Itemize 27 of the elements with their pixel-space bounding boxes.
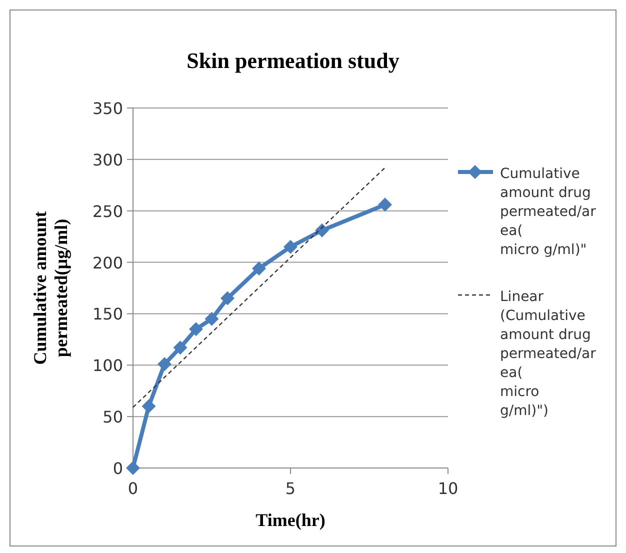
y-tick-label: 100	[92, 356, 123, 376]
y-tick-label: 350	[92, 99, 123, 118]
x-tick-label: 5	[285, 479, 296, 498]
legend-label: Cumulative amount drug permeated/area( micro g/ml)"	[500, 166, 596, 258]
point	[189, 322, 203, 336]
point	[315, 223, 329, 238]
point	[173, 340, 188, 355]
legend-label: Linear (Cumulative amount drug permeated/area( micro g/ml)")	[500, 289, 596, 419]
point	[220, 291, 234, 306]
y-tick-label: 50	[102, 408, 123, 427]
y-tick-label: 250	[92, 202, 123, 221]
y-tick-label: 300	[92, 150, 123, 170]
x-tick-label: 0	[128, 479, 138, 498]
point	[142, 399, 156, 414]
x-tick-label: 10	[438, 479, 458, 498]
y-axis-title: Cumulative amount permeated(µg/ml)	[30, 211, 71, 365]
point	[158, 357, 172, 372]
point	[378, 198, 392, 212]
chart-title: Skin permeation study	[186, 48, 400, 73]
y-tick-label: 0	[112, 459, 123, 478]
y-tick-label: 200	[92, 253, 123, 272]
point	[252, 261, 266, 276]
point	[284, 240, 298, 254]
point	[204, 312, 219, 326]
point	[126, 461, 140, 475]
y-tick-label: 150	[92, 304, 123, 324]
x-axis-title: Time(hr)	[256, 510, 326, 530]
